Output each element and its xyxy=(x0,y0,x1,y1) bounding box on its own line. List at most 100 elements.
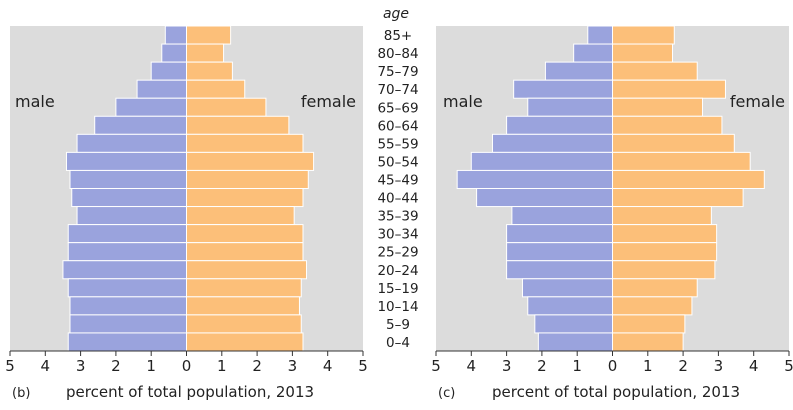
age-group-label: 10–14 xyxy=(377,299,418,315)
bar-male xyxy=(94,115,187,135)
bar-male xyxy=(67,242,187,262)
bar-female xyxy=(612,25,675,45)
panel-label: (b) xyxy=(12,386,30,401)
age-group-label: 60–64 xyxy=(377,118,418,134)
x-tick-label: 3 xyxy=(76,357,86,375)
bar-female xyxy=(186,278,302,298)
x-tick-label: 3 xyxy=(502,357,512,375)
age-group-label: 15–19 xyxy=(377,281,418,297)
bar-male xyxy=(67,332,187,352)
bar-male xyxy=(164,25,188,45)
bar-female xyxy=(612,133,735,153)
bar-male xyxy=(150,61,187,81)
x-tick-label: 1 xyxy=(217,357,227,375)
bar-female xyxy=(612,242,718,262)
age-header: age xyxy=(383,6,409,22)
age-group-label: 75–79 xyxy=(377,64,418,80)
bar-male xyxy=(537,332,613,352)
x-tick-label: 2 xyxy=(111,357,121,375)
bar-female xyxy=(612,278,698,298)
bar-female xyxy=(612,188,744,208)
age-group-label: 20–24 xyxy=(377,263,418,279)
bar-male xyxy=(65,151,187,171)
bar-male xyxy=(513,79,613,99)
bar-female xyxy=(186,332,304,352)
bar-male xyxy=(470,151,613,171)
legend-male: male xyxy=(15,92,55,111)
bar-male xyxy=(544,61,613,81)
bar-female xyxy=(612,97,704,117)
bar-female xyxy=(186,97,267,117)
age-group-label: 85+ xyxy=(384,28,413,44)
bar-male xyxy=(76,206,187,226)
age-group-label: 5–9 xyxy=(386,317,410,333)
bar-female xyxy=(612,260,716,280)
bar-male xyxy=(527,97,614,117)
bar-female xyxy=(186,296,300,316)
bar-male xyxy=(136,79,187,99)
bar-female xyxy=(612,169,765,189)
bar-female xyxy=(612,151,751,171)
bar-female xyxy=(186,25,232,45)
bar-female xyxy=(186,151,315,171)
bar-female xyxy=(612,332,684,352)
bar-female xyxy=(186,79,246,99)
legend-female: female xyxy=(730,92,785,111)
x-tick-label: 5 xyxy=(431,357,441,375)
bar-female xyxy=(186,242,304,262)
bar-male xyxy=(511,206,613,226)
x-axis-title: percent of total population, 2013 xyxy=(492,383,740,401)
x-tick-label: 0 xyxy=(182,357,192,375)
bar-female xyxy=(612,224,718,244)
bar-female xyxy=(186,224,304,244)
bar-female xyxy=(186,206,295,226)
x-tick-label: 3 xyxy=(288,357,298,375)
bar-female xyxy=(612,115,723,135)
bar-male xyxy=(521,278,613,298)
bar-male xyxy=(491,133,614,153)
legend-female: female xyxy=(301,92,356,111)
bar-female xyxy=(186,260,308,280)
x-tick-label: 2 xyxy=(537,357,547,375)
bar-female xyxy=(612,61,698,81)
x-tick-label: 3 xyxy=(714,357,724,375)
bar-female xyxy=(612,296,693,316)
age-group-label: 45–49 xyxy=(377,172,418,188)
bar-male xyxy=(67,278,187,298)
bar-female xyxy=(186,314,302,334)
x-tick-label: 5 xyxy=(5,357,15,375)
panel-label: (c) xyxy=(438,386,455,401)
x-tick-label: 1 xyxy=(572,357,582,375)
bar-male xyxy=(534,314,614,334)
x-tick-label: 4 xyxy=(467,357,477,375)
x-tick-label: 0 xyxy=(608,357,618,375)
bar-female xyxy=(186,169,309,189)
age-group-label: 40–44 xyxy=(377,191,418,207)
bar-male xyxy=(506,260,614,280)
x-tick-label: 2 xyxy=(678,357,688,375)
age-group-label: 50–54 xyxy=(377,154,418,170)
bar-male xyxy=(506,115,614,135)
x-tick-label: 1 xyxy=(643,357,653,375)
bar-male xyxy=(76,133,187,153)
x-tick-label: 5 xyxy=(358,357,368,375)
bar-female xyxy=(612,206,712,226)
age-group-label: 80–84 xyxy=(377,46,418,62)
bar-male xyxy=(506,224,614,244)
legend-male: male xyxy=(443,92,483,111)
age-group-labels: age 85+ 80–84 75–79 70–74 65–69 60–64 55–59 50–… xyxy=(377,6,418,351)
pyramid-panel-b: 5 4 3 2 1 0 1 2 3 4 5 (b) percent of total populatio… xyxy=(5,25,368,401)
bar-male xyxy=(456,169,613,189)
x-tick-label: 5 xyxy=(784,357,793,375)
bar-male xyxy=(69,296,187,316)
bar-male xyxy=(71,188,187,208)
age-group-label: 30–34 xyxy=(377,227,418,243)
x-tick-label: 1 xyxy=(146,357,156,375)
bar-female xyxy=(186,43,225,63)
age-group-label: 65–69 xyxy=(377,100,418,116)
bar-female xyxy=(186,133,304,153)
bar-female xyxy=(186,115,290,135)
x-tick-label: 4 xyxy=(41,357,51,375)
